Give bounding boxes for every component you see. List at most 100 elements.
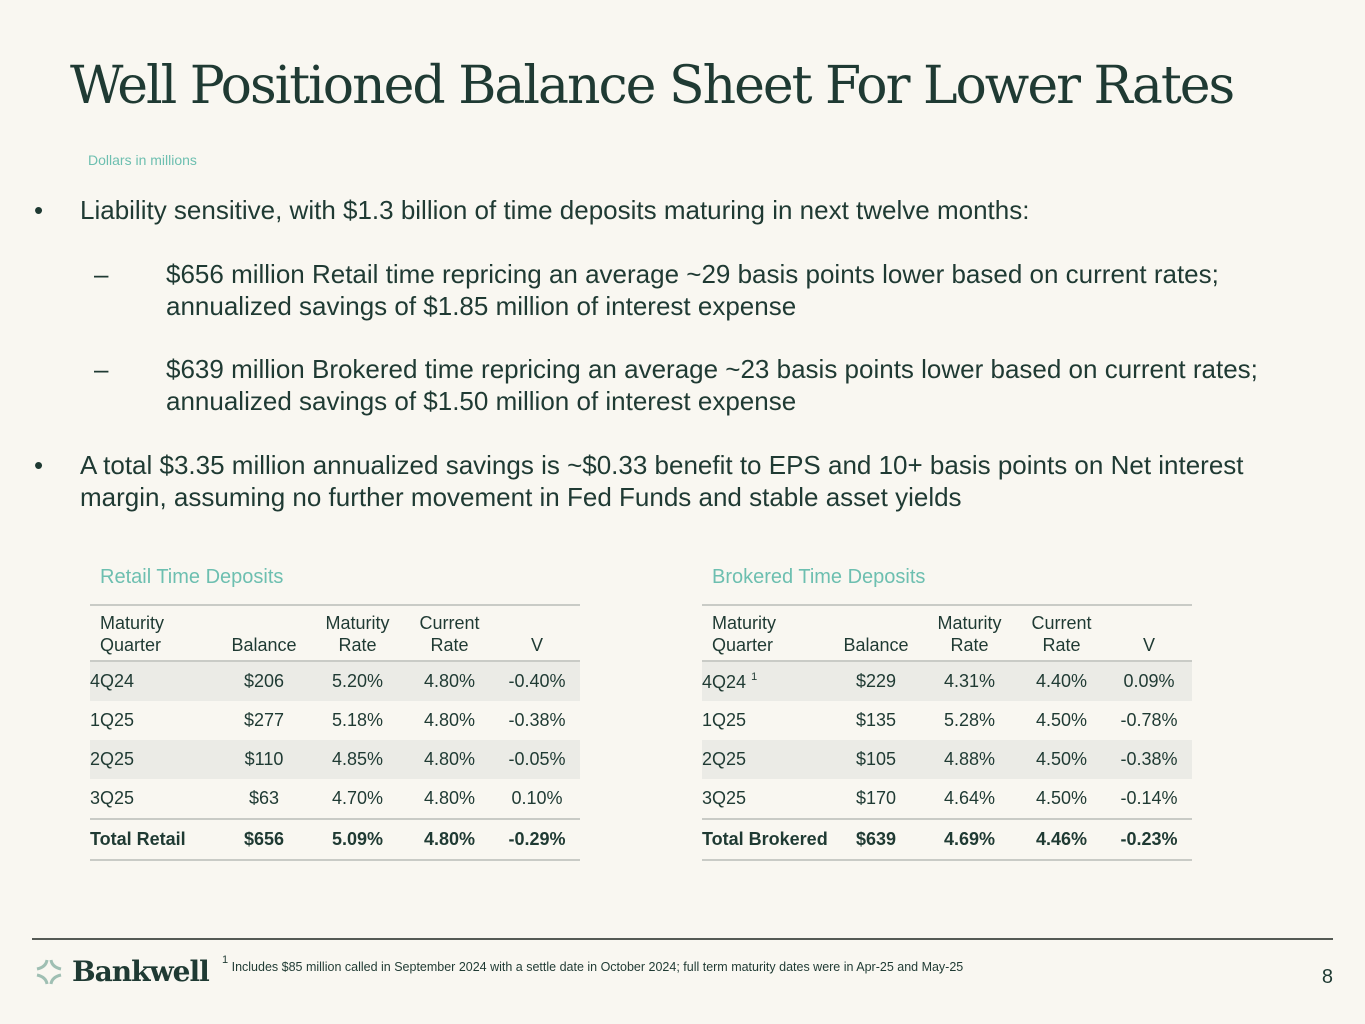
sub-bullet-item: – $639 million Brokered time repricing a…: [94, 353, 1286, 417]
table-cell: 4Q24 1: [702, 661, 830, 701]
logo-text: Bankwell: [72, 955, 210, 988]
col-header-variance: V: [1106, 604, 1192, 662]
bullet-text: Liability sensitive, with $1.3 billion o…: [80, 195, 1030, 225]
table-cell: $656: [218, 818, 310, 861]
col-header-variance: V: [494, 604, 580, 662]
table-cell: 4.80%: [423, 788, 475, 808]
bullet-icon: •: [34, 450, 44, 480]
table-cell: 4.31%: [922, 661, 1017, 701]
table-cell: $170: [855, 788, 897, 808]
total-row: Total Retail $656 5.09% 4.80% -0.29%: [90, 818, 580, 861]
page-title: Well Positioned Balance Sheet For Lower …: [70, 56, 1235, 116]
table-row: 2Q25 $105 4.88% 4.50% -0.38%: [702, 740, 1192, 779]
table-cell: 4.64%: [943, 788, 995, 808]
bullet-item: • A total $3.35 million annualized savin…: [34, 449, 1280, 513]
table-cell: $639: [830, 818, 922, 861]
col-header-current-rate: Current Rate: [404, 604, 494, 662]
table-cell: -0.23%: [1106, 818, 1192, 861]
bullet-icon: •: [34, 195, 44, 225]
table-row: 2Q25 $110 4.85% 4.80% -0.05%: [90, 740, 580, 779]
table-cell: $206: [218, 661, 310, 701]
header-row: Maturity Quarter Balance Maturity Rate Curren…: [702, 604, 1192, 662]
table-cell: -0.40%: [494, 661, 580, 701]
header-row: Maturity Quarter Balance Maturity Rate Curren…: [90, 604, 580, 662]
table-cell: 4Q24: [90, 661, 218, 701]
table-cell: 5.20%: [310, 661, 405, 701]
table-cell: 4.50%: [1016, 740, 1106, 779]
footnote-mark: 1: [751, 670, 758, 683]
footnote-mark: 1: [222, 954, 229, 966]
bankwell-logo: Bankwell: [34, 955, 210, 988]
footnote-text: Includes $85 million called in September…: [231, 960, 964, 974]
table-cell: $63: [248, 788, 280, 808]
table-cell: 4.85%: [310, 740, 405, 779]
table-cell: 3Q25: [90, 788, 135, 808]
table-cell: 0.10%: [511, 788, 563, 808]
table-cell: Total Brokered: [702, 818, 830, 861]
table-cell: 1Q25: [702, 710, 747, 730]
retail-table-section: Retail Time Deposits Maturity Quarter Bala…: [90, 566, 580, 861]
table-row: 4Q24 $206 5.20% 4.80% -0.40%: [90, 661, 580, 701]
sub-bullet-text: $639 million Brokered time repricing an …: [166, 354, 1258, 416]
page-number: 8: [1321, 966, 1333, 988]
sub-bullet-text: $656 million Retail time repricing an av…: [166, 259, 1219, 321]
table-cell: Total Retail: [90, 818, 218, 861]
dash-icon: –: [94, 259, 109, 289]
table-cell: $110: [218, 740, 310, 779]
col-header-quarter: Maturity Quarter: [90, 604, 218, 662]
col-header-balance: Balance: [218, 604, 310, 662]
table-row: 3Q25 $63 4.70% 4.80% 0.10%: [90, 779, 580, 819]
table-cell: 4.50%: [1035, 788, 1087, 808]
table-cell: -0.78%: [1120, 710, 1178, 730]
table-cell: $105: [830, 740, 922, 779]
table-row: 4Q24 1 $229 4.31% 4.40% 0.09%: [702, 661, 1192, 701]
table-cell: 4.80%: [404, 740, 494, 779]
sub-bullet-item: – $656 million Retail time repricing an …: [94, 258, 1286, 322]
col-header-quarter: Maturity Quarter: [702, 604, 830, 662]
table-cell: 1Q25: [90, 710, 135, 730]
table-row: 3Q25 $170 4.64% 4.50% -0.14%: [702, 779, 1192, 819]
table-cell: 4.69%: [922, 818, 1017, 861]
brokered-table-section: Brokered Time Deposits Maturity Quarter Ba…: [702, 566, 1192, 861]
brokered-table-caption: Brokered Time Deposits: [712, 566, 926, 588]
table-cell: 5.09%: [310, 818, 405, 861]
table-cell: 5.18%: [331, 710, 383, 730]
table-cell: $135: [855, 710, 897, 730]
dash-icon: –: [94, 354, 109, 384]
table-cell: 5.28%: [943, 710, 995, 730]
units-note: Dollars in millions: [88, 152, 197, 168]
col-header-maturity-rate: Maturity Rate: [310, 604, 405, 662]
footnote: 1 Includes $85 million called in Septemb…: [222, 954, 963, 974]
table-cell: 4.80%: [404, 661, 494, 701]
col-header-balance: Balance: [830, 604, 922, 662]
table-cell: -0.38%: [1106, 740, 1192, 779]
col-header-current-rate: Current Rate: [1016, 604, 1106, 662]
table-row: 1Q25 $135 5.28% 4.50% -0.78%: [702, 701, 1192, 740]
brokered-table: Maturity Quarter Balance Maturity Rate Curren…: [702, 604, 1192, 861]
table-cell: 4.70%: [331, 788, 383, 808]
retail-table-caption: Retail Time Deposits: [100, 566, 284, 588]
table-cell: -0.05%: [494, 740, 580, 779]
table-cell: 4.80%: [404, 818, 494, 861]
table-cell: $229: [830, 661, 922, 701]
table-cell: 2Q25: [702, 740, 830, 779]
table-cell: -0.29%: [494, 818, 580, 861]
table-cell: 4.46%: [1016, 818, 1106, 861]
bullet-text: A total $3.35 million annualized savings…: [80, 450, 1244, 512]
table-cell: 0.09%: [1106, 661, 1192, 701]
bullet-item: • Liability sensitive, with $1.3 billion…: [34, 194, 1280, 226]
table-cell: 3Q25: [702, 788, 747, 808]
table-cell: -0.14%: [1120, 788, 1178, 808]
table-cell: -0.38%: [508, 710, 566, 730]
total-row: Total Brokered $639 4.69% 4.46% -0.23%: [702, 818, 1192, 861]
footer-divider: [32, 938, 1333, 940]
table-cell: 4.50%: [1035, 710, 1087, 730]
logo-mark-icon: [36, 959, 62, 984]
table-cell: 4.80%: [423, 710, 475, 730]
col-header-maturity-rate: Maturity Rate: [922, 604, 1017, 662]
table-cell: $277: [243, 710, 285, 730]
table-cell: 2Q25: [90, 740, 218, 779]
retail-table: Maturity Quarter Balance Maturity Rate Curren…: [90, 604, 580, 861]
table-cell: 4.40%: [1016, 661, 1106, 701]
table-cell: 4.88%: [922, 740, 1017, 779]
